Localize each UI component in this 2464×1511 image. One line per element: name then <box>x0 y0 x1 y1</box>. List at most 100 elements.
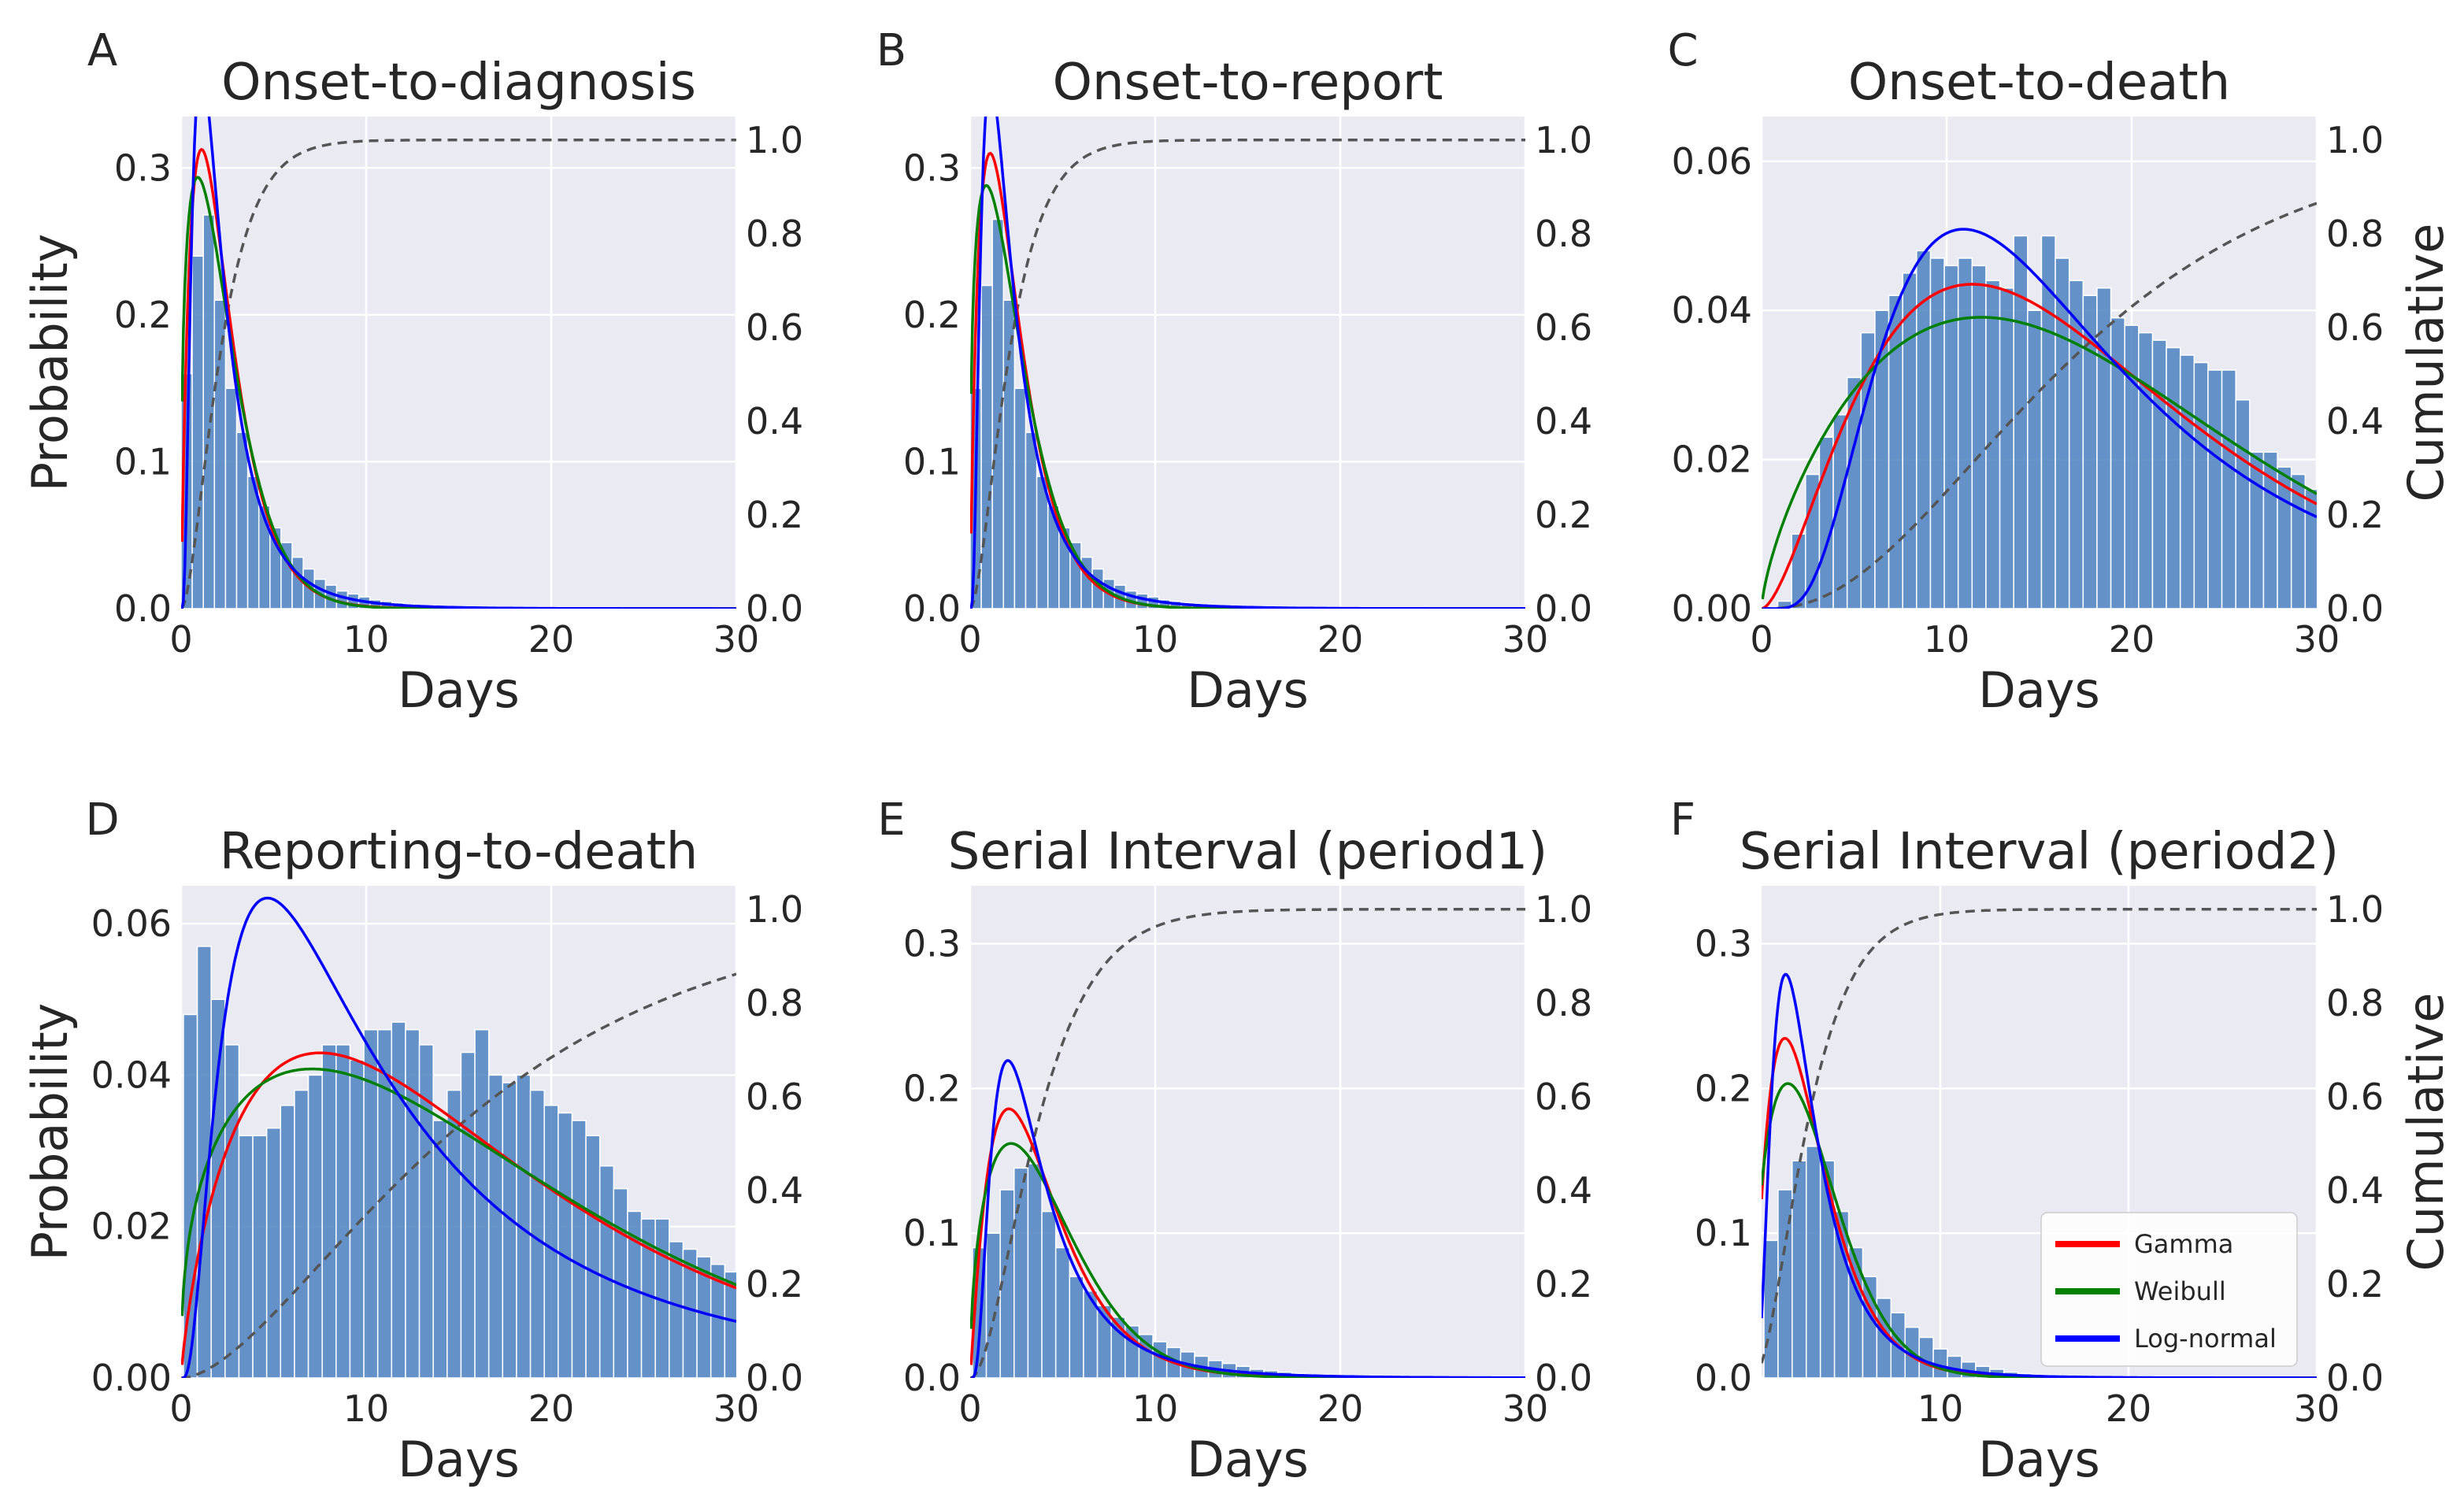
y2-tick-label: 0.6 <box>746 1076 803 1118</box>
y-tick-label: 0.0 <box>903 587 961 630</box>
panel-letter: C <box>1667 25 1698 76</box>
y2-tick-label: 1.0 <box>1535 888 1592 931</box>
x-tick-label: 30 <box>1502 1387 1549 1430</box>
cumulative-line <box>1762 202 2317 609</box>
histogram-bar <box>213 299 227 609</box>
legend-box <box>2040 1212 2298 1367</box>
histogram-bar <box>1002 299 1016 609</box>
x-tick-label: 10 <box>1132 1387 1179 1430</box>
x-tick-label: 30 <box>2294 1387 2340 1430</box>
x-tick-label: 30 <box>1502 618 1549 661</box>
y2-tick-label: 0.4 <box>1535 400 1592 443</box>
y2-axis-label: Cumulative <box>2397 993 2455 1272</box>
plot-content <box>1762 908 2317 1378</box>
y2-tick-label: 0.4 <box>2326 1169 2384 1212</box>
panel-title: Onset-to-death <box>1848 54 2230 112</box>
x-tick-label: 10 <box>1924 618 1970 661</box>
histogram-bar <box>335 1044 351 1378</box>
panel-letter: E <box>877 794 905 846</box>
histogram-bar <box>1027 1163 1043 1378</box>
y2-tick-label: 0.8 <box>2326 982 2384 1024</box>
panel-title: Onset-to-report <box>1053 54 1443 112</box>
y-tick-label: 0.02 <box>1672 439 1752 481</box>
x-tick-label: 10 <box>343 618 390 661</box>
panel-title: Serial Interval (period1) <box>948 823 1547 881</box>
histogram-bar <box>2124 324 2140 609</box>
y2-tick-label: 0.0 <box>1535 587 1592 630</box>
histogram-bar <box>2249 451 2265 609</box>
histogram-bar <box>1999 287 2014 609</box>
weibull-fit-curve <box>181 176 736 609</box>
histogram-bar <box>1957 257 1973 609</box>
histogram-bar <box>321 1044 337 1378</box>
y2-tick-label: 0.0 <box>746 587 803 630</box>
y2-tick-label: 0.6 <box>1535 1076 1592 1118</box>
x-tick-label: 20 <box>1317 618 1364 661</box>
y-axis-label: Probability <box>21 1003 79 1261</box>
x-tick-label: 20 <box>2109 618 2155 661</box>
y2-tick-label: 1.0 <box>2326 888 2384 931</box>
y-tick-label: 0.00 <box>1672 587 1752 630</box>
x-tick-label: 30 <box>713 618 760 661</box>
y2-tick-label: 0.2 <box>1535 494 1592 536</box>
histogram-bar <box>224 387 238 609</box>
plot-content <box>1762 202 2317 609</box>
y-tick-label: 0.3 <box>1695 923 1752 965</box>
y2-tick-label: 0.2 <box>746 494 803 536</box>
histogram-bar <box>2166 346 2181 609</box>
x-axis-label: Days <box>1978 661 2100 719</box>
histogram-bar <box>405 1028 421 1378</box>
histogram-bar <box>2027 309 2043 609</box>
weibull-fit-curve <box>1762 1082 2317 1378</box>
y2-tick-label: 0.8 <box>1535 213 1592 255</box>
y2-tick-label: 0.6 <box>2326 1076 2384 1118</box>
histogram-bar <box>1138 1334 1154 1378</box>
histogram-bar <box>585 1135 601 1378</box>
cumulative-line <box>181 972 736 1378</box>
y2-tick-label: 1.0 <box>1535 119 1592 161</box>
panel-b: 0 10 20 300.00.10.20.30.00.20.40.60.81.0Ons… <box>876 25 1592 719</box>
weibull-fit-curve <box>1762 316 2317 600</box>
y2-axis-label: Cumulative <box>2397 224 2455 502</box>
y2-tick-label: 1.0 <box>2326 119 2384 161</box>
x-tick-label: 0 <box>958 1387 981 1430</box>
y2-tick-label: 0.2 <box>1535 1263 1592 1305</box>
plot-content <box>970 908 1525 1378</box>
y-tick-label: 0.2 <box>903 1067 961 1109</box>
y2-tick-label: 0.2 <box>2326 1263 2384 1305</box>
x-axis-label: Days <box>1978 1431 2100 1488</box>
cumulative-line <box>1762 908 2317 1364</box>
panel-e: 0 10 20 300.00.10.20.30.00.20.40.60.81.0Ser… <box>877 794 1592 1488</box>
y-tick-label: 0.00 <box>91 1357 172 1399</box>
weibull-fit-curve <box>181 1067 736 1317</box>
panel-title: Serial Interval (period2) <box>1740 823 2339 881</box>
histogram-bar <box>265 1127 282 1378</box>
x-tick-label: 20 <box>1317 1387 1364 1430</box>
y2-tick-label: 0.4 <box>746 1169 803 1212</box>
histogram-bar <box>1902 272 1917 609</box>
x-tick-label: 10 <box>1917 1387 1964 1430</box>
legend-label: Gamma <box>2134 1229 2233 1259</box>
histogram-bar <box>2235 399 2251 609</box>
y-tick-label: 0.0 <box>114 587 172 630</box>
histogram-bar <box>202 214 216 609</box>
histogram-bar <box>474 1028 490 1378</box>
histogram-bar <box>335 590 349 609</box>
y-tick-label: 0.06 <box>1672 140 1752 183</box>
y-tick-label: 0.0 <box>903 1357 961 1399</box>
histogram-bar <box>2179 354 2195 609</box>
y2-tick-label: 0.8 <box>1535 982 1592 1024</box>
panel-title: Onset-to-diagnosis <box>221 54 696 112</box>
y-tick-label: 0.3 <box>903 146 961 189</box>
x-tick-label: 0 <box>1750 618 1773 661</box>
histogram-bar <box>460 1051 476 1378</box>
x-tick-label: 20 <box>528 618 575 661</box>
histogram-bar <box>1806 1146 1821 1378</box>
histogram-bar <box>1013 387 1027 609</box>
y2-tick-label: 0.0 <box>746 1357 803 1399</box>
lognormal-fit-curve <box>181 117 736 609</box>
legend-label: Log-normal <box>2134 1324 2277 1354</box>
histogram-bar <box>1763 1239 1779 1378</box>
y2-tick-label: 0.6 <box>2326 306 2384 349</box>
